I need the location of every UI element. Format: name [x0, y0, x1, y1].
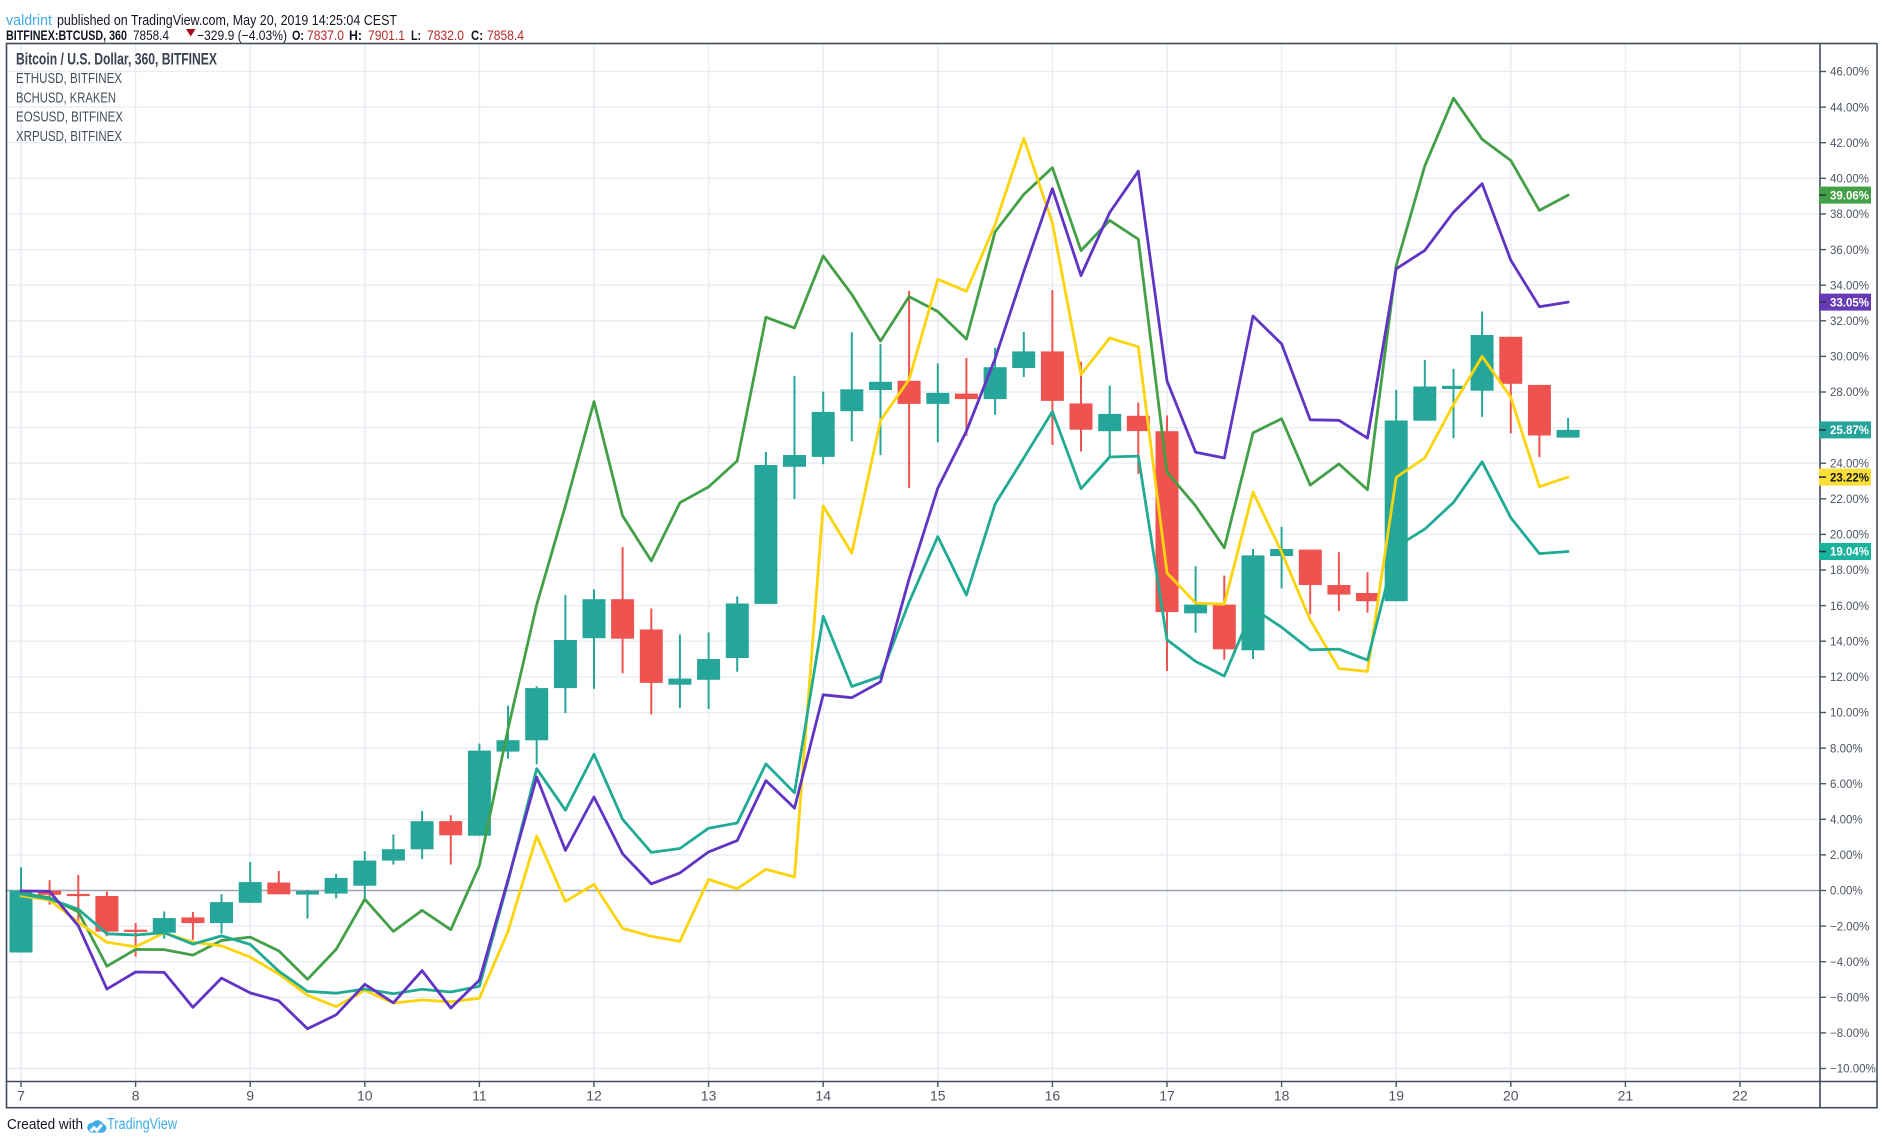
svg-text:44.00%: 44.00%	[1830, 102, 1869, 114]
svg-text:7901.1: 7901.1	[368, 27, 405, 43]
svg-text:7837.0: 7837.0	[307, 27, 344, 43]
svg-text:40.00%: 40.00%	[1830, 174, 1869, 186]
svg-text:23.22%: 23.22%	[1830, 472, 1869, 484]
svg-text:9: 9	[246, 1088, 254, 1104]
svg-text:Bitcoin / U.S. Dollar, 360, BI: Bitcoin / U.S. Dollar, 360, BITFINEX	[16, 51, 217, 69]
svg-text:11: 11	[472, 1088, 487, 1104]
svg-text:BITFINEX:BTCUSD, 360: BITFINEX:BTCUSD, 360	[6, 27, 127, 43]
svg-text:28.00%: 28.00%	[1830, 387, 1869, 399]
svg-text:15: 15	[930, 1088, 946, 1104]
svg-text:Created with: Created with	[7, 1117, 83, 1133]
svg-text:7832.0: 7832.0	[427, 27, 464, 43]
svg-text:7858.4: 7858.4	[133, 27, 169, 43]
svg-text:18.00%: 18.00%	[1830, 565, 1869, 577]
svg-text:6.00%: 6.00%	[1830, 779, 1863, 791]
svg-text:22.00%: 22.00%	[1830, 494, 1869, 506]
svg-text:C:: C:	[471, 27, 483, 43]
svg-text:10: 10	[357, 1088, 373, 1104]
svg-text:38.00%: 38.00%	[1830, 209, 1869, 221]
svg-text:10.00%: 10.00%	[1830, 708, 1869, 720]
svg-text:14.00%: 14.00%	[1830, 636, 1869, 648]
svg-text:TradingView: TradingView	[107, 1116, 178, 1133]
svg-text:7: 7	[17, 1088, 25, 1104]
svg-text:8.00%: 8.00%	[1830, 743, 1863, 755]
svg-text:34.00%: 34.00%	[1830, 280, 1869, 292]
svg-text:4.00%: 4.00%	[1830, 815, 1863, 827]
svg-text:H:: H:	[349, 27, 362, 43]
svg-text:L:: L:	[411, 27, 421, 43]
svg-text:XRPUSD, BITFINEX: XRPUSD, BITFINEX	[16, 129, 122, 145]
svg-text:−2.00%: −2.00%	[1830, 921, 1869, 933]
svg-text:7858.4: 7858.4	[487, 27, 524, 43]
svg-text:12.00%: 12.00%	[1830, 672, 1869, 684]
svg-text:32.00%: 32.00%	[1830, 316, 1869, 328]
svg-text:42.00%: 42.00%	[1830, 138, 1869, 150]
svg-text:2.00%: 2.00%	[1830, 850, 1863, 862]
svg-text:17: 17	[1159, 1088, 1175, 1104]
svg-text:19.04%: 19.04%	[1830, 547, 1869, 559]
svg-text:BCHUSD, KRAKEN: BCHUSD, KRAKEN	[16, 90, 116, 106]
svg-text:12: 12	[586, 1088, 602, 1104]
svg-text:18: 18	[1274, 1088, 1290, 1104]
svg-text:30.00%: 30.00%	[1830, 352, 1869, 364]
svg-text:21: 21	[1618, 1088, 1634, 1104]
svg-text:16: 16	[1045, 1088, 1061, 1104]
svg-text:39.06%: 39.06%	[1830, 190, 1869, 202]
svg-text:valdrint: valdrint	[6, 13, 52, 29]
svg-text:−10.00%: −10.00%	[1830, 1064, 1876, 1076]
svg-text:−8.00%: −8.00%	[1830, 1028, 1869, 1040]
svg-text:0.00%: 0.00%	[1830, 886, 1863, 898]
svg-text:−4.00%: −4.00%	[1830, 957, 1869, 969]
svg-text:24.00%: 24.00%	[1830, 458, 1869, 470]
svg-text:published on TradingView.com,: published on TradingView.com, May 20, 20…	[57, 13, 397, 29]
svg-text:16.00%: 16.00%	[1830, 601, 1869, 613]
svg-text:ETHUSD, BITFINEX: ETHUSD, BITFINEX	[16, 71, 122, 87]
svg-text:14: 14	[815, 1088, 831, 1104]
svg-text:20: 20	[1503, 1088, 1519, 1104]
svg-text:EOSUSD, BITFINEX: EOSUSD, BITFINEX	[16, 110, 123, 126]
svg-text:25.87%: 25.87%	[1830, 425, 1869, 437]
svg-text:−329.9 (−4.03%): −329.9 (−4.03%)	[197, 27, 287, 43]
svg-text:20.00%: 20.00%	[1830, 530, 1869, 542]
svg-text:36.00%: 36.00%	[1830, 245, 1869, 257]
svg-text:22: 22	[1732, 1088, 1748, 1104]
svg-text:46.00%: 46.00%	[1830, 67, 1869, 79]
svg-text:13: 13	[701, 1088, 717, 1104]
svg-text:−6.00%: −6.00%	[1830, 993, 1869, 1005]
svg-text:O:: O:	[292, 27, 304, 43]
svg-text:19: 19	[1388, 1088, 1404, 1104]
svg-text:8: 8	[132, 1088, 140, 1104]
svg-text:33.05%: 33.05%	[1830, 297, 1869, 309]
